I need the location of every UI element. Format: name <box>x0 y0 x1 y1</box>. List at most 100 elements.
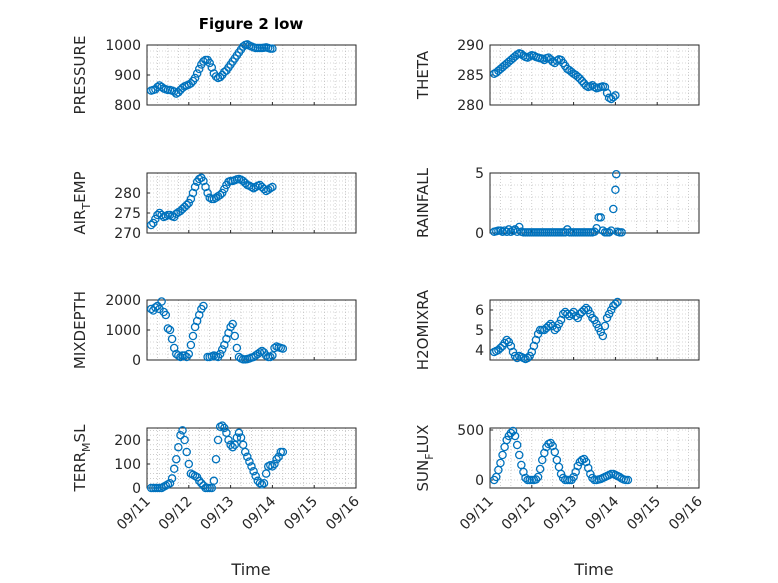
x-tick-label: 09/12 <box>499 494 539 534</box>
x-tick-label: 09/14 <box>582 493 622 533</box>
y-tick-label: 900 <box>114 68 141 84</box>
data-point <box>157 210 166 220</box>
data-point <box>596 213 606 222</box>
data-point <box>215 190 225 200</box>
data-point <box>268 351 277 360</box>
y-tick-label: 800 <box>114 98 141 114</box>
data-point <box>581 303 591 313</box>
data-series <box>489 169 626 237</box>
data-point <box>197 478 206 488</box>
data-point <box>531 475 541 484</box>
data-point <box>259 478 269 488</box>
y-tick-label: 275 <box>114 206 141 222</box>
y-axis-label: MIXDEPTH <box>71 291 89 369</box>
data-point <box>266 352 275 362</box>
data-point <box>552 323 562 333</box>
data-point <box>611 299 620 309</box>
data-point <box>600 321 610 331</box>
data-point <box>604 309 614 319</box>
y-tick-label: 290 <box>457 38 484 54</box>
data-point <box>220 184 229 194</box>
data-point <box>494 465 503 475</box>
data-point <box>174 442 183 452</box>
data-point <box>611 169 621 179</box>
data-point <box>182 200 191 210</box>
data-point <box>508 426 518 436</box>
y-tick-label: 0 <box>132 353 141 369</box>
x-tick-label: 09/16 <box>666 493 706 533</box>
y-tick-label: 0 <box>475 226 484 242</box>
data-point <box>502 227 511 237</box>
data-point <box>592 319 601 329</box>
data-point <box>176 352 185 362</box>
data-point <box>623 475 633 485</box>
y-axis-label: TERRMSL <box>71 424 93 493</box>
x-tick-label: 09/13 <box>198 494 238 534</box>
data-point <box>169 464 179 474</box>
data-point <box>268 182 277 192</box>
data-point <box>178 426 187 435</box>
y-tick-label: 280 <box>457 98 484 114</box>
subplot-pressure: 800 900 1000 PRESSURE <box>71 36 357 114</box>
data-point <box>540 55 549 65</box>
data-series <box>146 421 288 493</box>
data-point <box>569 472 578 482</box>
data-point <box>226 440 235 450</box>
data-point <box>234 428 244 438</box>
data-point <box>203 188 212 198</box>
y-tick-label: 100 <box>114 457 141 473</box>
data-point <box>182 447 191 457</box>
subplot-terr-msl: 09/11 09/12 09/13 09/14 09/15 09/16 0 100 200 TER… <box>71 421 363 534</box>
data-point <box>188 331 198 341</box>
figure-title: Figure 2 low <box>199 15 304 33</box>
data-point <box>211 454 221 464</box>
data-point <box>217 421 227 430</box>
data-point <box>167 474 177 483</box>
data-point <box>157 297 166 306</box>
y-tick-label: 280 <box>114 186 141 202</box>
data-point <box>186 79 196 88</box>
grid <box>489 428 700 488</box>
data-series <box>489 297 622 364</box>
data-point <box>573 313 583 323</box>
data-point <box>228 442 237 452</box>
data-point <box>232 433 242 442</box>
data-point <box>502 335 511 345</box>
data-point <box>496 343 505 353</box>
x-tick-label: 09/12 <box>156 494 196 534</box>
y-tick-label: 200 <box>114 433 141 449</box>
data-point <box>611 91 620 100</box>
data-point <box>602 313 612 323</box>
data-point <box>590 315 599 325</box>
data-series <box>146 173 277 230</box>
data-point <box>251 471 260 481</box>
data-point <box>174 88 183 97</box>
data-point <box>504 225 514 234</box>
axes-box <box>146 427 357 489</box>
data-point <box>211 193 221 203</box>
data-point <box>161 310 171 320</box>
data-point <box>586 469 595 479</box>
data-series <box>146 40 277 98</box>
x-tick-label: 09/15 <box>281 494 321 534</box>
data-point <box>512 353 522 363</box>
data-point <box>496 458 505 468</box>
data-point <box>270 459 279 469</box>
data-point <box>184 459 194 469</box>
data-point <box>567 309 576 319</box>
x-tick-label: 09/16 <box>323 493 363 533</box>
data-point <box>508 347 518 357</box>
y-tick-label: 4 <box>475 343 484 359</box>
data-point <box>606 305 616 315</box>
data-point <box>180 202 189 212</box>
data-point <box>510 351 520 361</box>
data-point <box>215 349 225 359</box>
data-point <box>609 204 618 214</box>
data-point <box>205 58 214 68</box>
data-point <box>163 324 173 333</box>
data-point <box>268 44 277 53</box>
data-point <box>213 435 223 445</box>
data-point <box>184 349 194 359</box>
data-point <box>596 327 606 337</box>
